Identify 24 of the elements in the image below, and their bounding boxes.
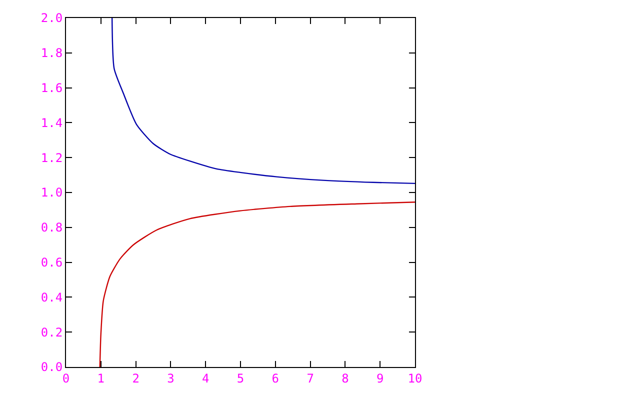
x-tick-label: 7 bbox=[306, 371, 314, 386]
y-tick-label: 0.8 bbox=[40, 220, 63, 235]
line-series bbox=[99, 202, 415, 367]
y-tick-label: 1.2 bbox=[40, 150, 63, 165]
x-tick-label: 5 bbox=[236, 371, 244, 386]
y-tick-label: 1.0 bbox=[40, 186, 63, 200]
x-tick-label: 9 bbox=[376, 371, 384, 386]
x-tick-label: 6 bbox=[272, 371, 280, 386]
line-series bbox=[111, 18, 415, 184]
x-tick-label: 2 bbox=[132, 371, 140, 386]
y-tick-label: 1.8 bbox=[40, 46, 63, 60]
y-tick-label: 0.0 bbox=[40, 360, 63, 374]
y-tick-label: 1.4 bbox=[40, 116, 63, 130]
x-tick-label: 4 bbox=[202, 371, 210, 386]
y-tick-label: 1.6 bbox=[40, 81, 63, 95]
y-tick-label: 2.0 bbox=[40, 11, 63, 26]
x-tick-label: 0 bbox=[62, 371, 70, 386]
x-tick-label: 8 bbox=[342, 371, 349, 386]
x-tick-label: 1 bbox=[97, 371, 105, 386]
x-tick-label: 10 bbox=[408, 371, 422, 386]
y-tick-label: 0.2 bbox=[40, 325, 63, 340]
x-tick-label: 3 bbox=[167, 371, 174, 386]
y-tick-label: 0.4 bbox=[40, 290, 63, 304]
y-tick-label: 0.6 bbox=[40, 256, 63, 270]
